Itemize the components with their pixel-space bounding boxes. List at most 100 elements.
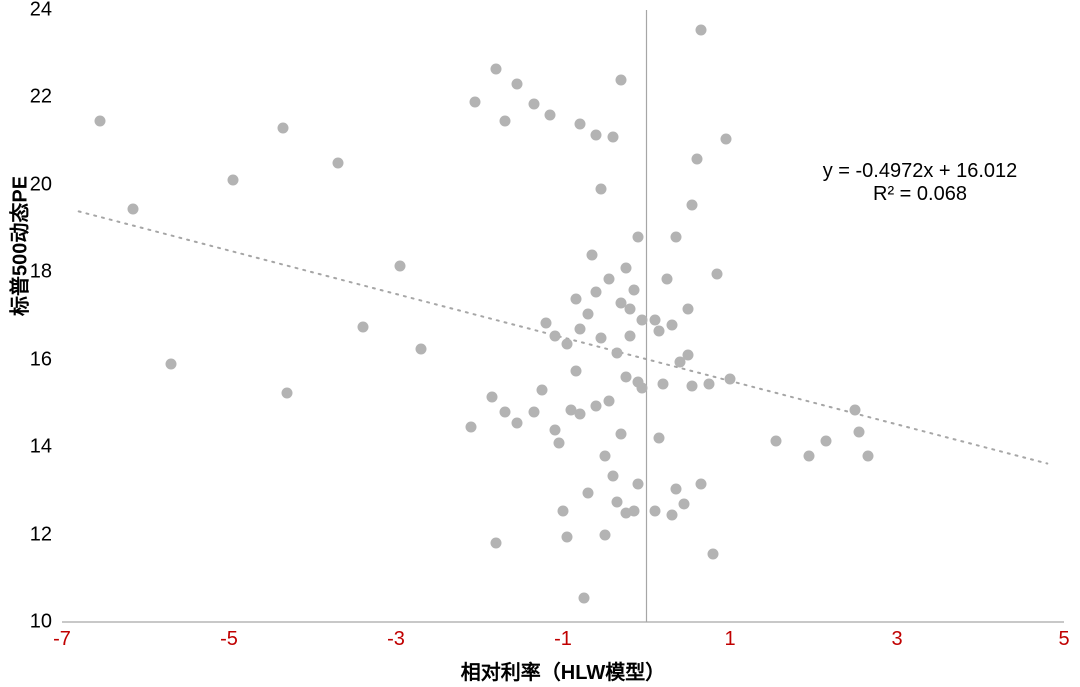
scatter-point bbox=[695, 24, 706, 35]
scatter-point bbox=[528, 407, 539, 418]
y-tick-label: 22 bbox=[30, 86, 52, 109]
scatter-point bbox=[670, 232, 681, 243]
scatter-point bbox=[332, 158, 343, 169]
x-tick-label: -7 bbox=[53, 628, 71, 651]
scatter-point bbox=[850, 404, 861, 415]
y-tick-label: 10 bbox=[30, 611, 52, 634]
scatter-point bbox=[603, 396, 614, 407]
scatter-point bbox=[649, 315, 660, 326]
scatter-point bbox=[854, 426, 865, 437]
scatter-point bbox=[683, 304, 694, 315]
scatter-point bbox=[553, 437, 564, 448]
scatter-point bbox=[570, 293, 581, 304]
scatter-point bbox=[562, 339, 573, 350]
scatter-point bbox=[278, 123, 289, 134]
scatter-point bbox=[570, 365, 581, 376]
scatter-point bbox=[470, 96, 481, 107]
scatter-point bbox=[583, 308, 594, 319]
x-tick-label: 3 bbox=[891, 628, 902, 651]
scatter-point bbox=[603, 273, 614, 284]
scatter-point bbox=[666, 319, 677, 330]
scatter-chart: -7-5-3-11351012141618202224相对利率（HLW模型）标普… bbox=[0, 0, 1080, 687]
scatter-point bbox=[612, 496, 623, 507]
scatter-point bbox=[649, 505, 660, 516]
x-tick-label: -5 bbox=[220, 628, 238, 651]
r-squared-text: R² = 0.068 bbox=[823, 183, 1018, 206]
scatter-point bbox=[633, 232, 644, 243]
scatter-point bbox=[704, 378, 715, 389]
y-tick-label: 14 bbox=[30, 436, 52, 459]
scatter-point bbox=[574, 409, 585, 420]
scatter-point bbox=[637, 383, 648, 394]
y-axis-title: 标普500动态PE bbox=[4, 176, 33, 316]
scatter-point bbox=[666, 509, 677, 520]
scatter-point bbox=[670, 483, 681, 494]
x-tick-label: 1 bbox=[724, 628, 735, 651]
scatter-point bbox=[620, 372, 631, 383]
scatter-point bbox=[612, 348, 623, 359]
scatter-point bbox=[466, 422, 477, 433]
scatter-point bbox=[821, 435, 832, 446]
scatter-point bbox=[94, 116, 105, 127]
scatter-point bbox=[165, 359, 176, 370]
scatter-point bbox=[587, 249, 598, 260]
scatter-point bbox=[528, 98, 539, 109]
scatter-point bbox=[624, 330, 635, 341]
scatter-point bbox=[608, 470, 619, 481]
regression-annotation: y = -0.4972x + 16.012R² = 0.068 bbox=[823, 160, 1018, 206]
scatter-point bbox=[599, 529, 610, 540]
scatter-point bbox=[416, 343, 427, 354]
scatter-point bbox=[591, 129, 602, 140]
scatter-point bbox=[691, 153, 702, 164]
scatter-point bbox=[541, 317, 552, 328]
scatter-point bbox=[282, 387, 293, 398]
scatter-point bbox=[628, 505, 639, 516]
scatter-point bbox=[487, 391, 498, 402]
scatter-point bbox=[591, 400, 602, 411]
y-tick-label: 20 bbox=[30, 173, 52, 196]
scatter-point bbox=[591, 286, 602, 297]
scatter-point bbox=[687, 199, 698, 210]
scatter-point bbox=[574, 324, 585, 335]
scatter-point bbox=[679, 498, 690, 509]
y-tick-label: 12 bbox=[30, 523, 52, 546]
scatter-point bbox=[491, 538, 502, 549]
scatter-point bbox=[549, 424, 560, 435]
scatter-point bbox=[499, 407, 510, 418]
x-tick-label: -3 bbox=[387, 628, 405, 651]
scatter-point bbox=[583, 488, 594, 499]
scatter-point bbox=[549, 330, 560, 341]
scatter-point bbox=[687, 380, 698, 391]
scatter-point bbox=[720, 133, 731, 144]
scatter-point bbox=[599, 450, 610, 461]
scatter-point bbox=[658, 378, 669, 389]
scatter-point bbox=[654, 326, 665, 337]
scatter-point bbox=[512, 79, 523, 90]
scatter-point bbox=[537, 385, 548, 396]
scatter-point bbox=[395, 260, 406, 271]
scatter-point bbox=[633, 479, 644, 490]
scatter-point bbox=[357, 321, 368, 332]
y-tick-label: 18 bbox=[30, 261, 52, 284]
scatter-point bbox=[662, 273, 673, 284]
scatter-point bbox=[616, 74, 627, 85]
y-tick-label: 16 bbox=[30, 348, 52, 371]
x-tick-label: -1 bbox=[554, 628, 572, 651]
scatter-point bbox=[712, 269, 723, 280]
y-tick-label: 24 bbox=[30, 0, 52, 22]
scatter-point bbox=[512, 418, 523, 429]
scatter-point bbox=[491, 64, 502, 75]
scatter-point bbox=[595, 184, 606, 195]
scatter-point bbox=[616, 429, 627, 440]
plot-area bbox=[62, 10, 1064, 622]
scatter-point bbox=[624, 304, 635, 315]
scatter-point bbox=[683, 350, 694, 361]
scatter-point bbox=[574, 118, 585, 129]
scatter-point bbox=[578, 592, 589, 603]
scatter-point bbox=[725, 374, 736, 385]
scatter-point bbox=[654, 433, 665, 444]
scatter-point bbox=[595, 332, 606, 343]
scatter-point bbox=[708, 549, 719, 560]
scatter-point bbox=[862, 450, 873, 461]
scatter-point bbox=[620, 262, 631, 273]
